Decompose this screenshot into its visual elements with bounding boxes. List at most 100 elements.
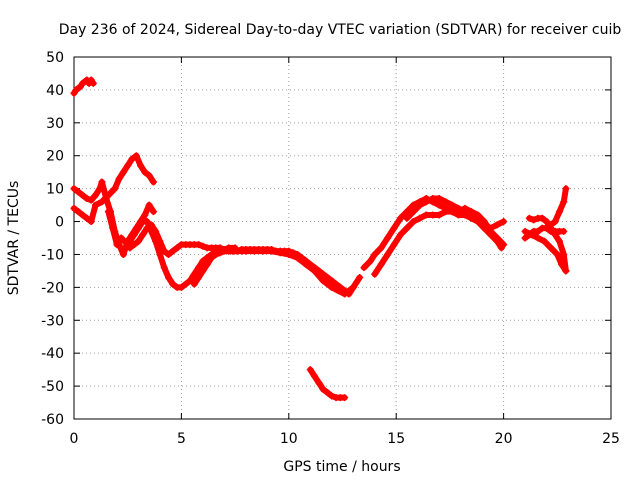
data-point [409,208,417,216]
data-point [422,211,430,219]
data-point [416,201,424,209]
data-point [429,211,437,219]
data-point [134,237,142,245]
data-point [323,273,331,281]
plot-frame [73,56,612,420]
data-point [530,216,538,224]
data-point [141,211,149,219]
data-point [152,227,160,235]
data-point [212,250,220,258]
data-point [315,379,323,387]
data-point [91,191,99,199]
data-point [562,267,570,275]
data-point [83,214,91,222]
data-point [128,155,136,163]
data-point [89,79,97,87]
data-point [259,247,267,255]
data-point [74,188,82,196]
data-point [555,208,563,216]
data-point [109,224,117,232]
data-point [126,244,134,252]
data-point [500,218,508,226]
data-point [149,208,157,216]
data-point [547,221,555,229]
data-point [377,260,385,268]
data-point [115,175,123,183]
y-tick-label: 50 [46,50,64,66]
data-point [293,254,301,262]
data-point [165,273,173,281]
data-point [165,250,173,258]
data-point [83,195,91,203]
data-point [442,198,450,206]
data-point [560,227,568,235]
data-point [328,283,336,291]
y-tick-label: -40 [41,346,64,362]
series-arc-1 [70,76,97,97]
data-point [104,208,112,216]
data-point [500,241,508,249]
data-point [521,234,529,242]
series-arc-10 [403,195,508,232]
data-point [119,168,127,176]
data-point [435,201,443,209]
data-point [377,244,385,252]
y-tick-label: -30 [41,313,64,329]
data-point [560,198,568,206]
data-point [74,208,82,216]
data-point [525,214,533,222]
data-point [182,280,190,288]
data-point [91,201,99,209]
data-point [534,227,542,235]
data-point [132,152,140,160]
data-point [562,185,570,193]
data-point [124,162,132,170]
data-point [87,196,95,204]
data-point [538,214,546,222]
x-tick-label: 15 [387,431,405,447]
data-point [442,208,450,216]
data-point [276,249,284,257]
data-point [558,260,566,268]
y-tick-label: -60 [41,412,64,428]
data-point [560,250,568,258]
data-point [403,224,411,232]
data-point [216,249,224,257]
series-arc-12 [525,214,570,275]
data-point [203,260,211,268]
data-point [143,218,151,226]
data-point [145,171,153,179]
series-segment [494,235,507,248]
data-point [341,394,349,402]
series-arc-6 [190,247,364,298]
data-point [311,372,319,380]
data-point [186,277,194,285]
data-point [461,208,469,216]
data-point [70,185,78,193]
data-point [534,234,542,242]
data-point [147,221,155,229]
data-point [117,234,125,242]
series-segment [350,274,363,291]
data-point [328,277,336,285]
data-point [409,218,417,226]
data-point [390,241,398,249]
x-tick-label: 10 [280,431,298,447]
data-point [173,244,181,252]
data-point [311,267,319,275]
data-point [199,257,207,265]
x-tick-label: 0 [70,431,79,447]
axis-ticks: -60 -50 -40 -30 -20 -10 0 10 20 30 40 50 0 5 10 15 20 25 [41,50,620,447]
data-point [384,234,392,242]
data-point [487,224,495,232]
data-point [113,241,121,249]
data-point [160,247,168,255]
data-point [145,201,153,209]
x-axis-label: GPS time / hours [283,459,400,475]
data-point [98,198,106,206]
data-point [403,214,411,222]
y-tick-label: 20 [46,149,64,165]
series-arc-3 [70,152,157,226]
data-point [435,211,443,219]
chart-title: Day 236 of 2024, Sidereal Day-to-day VTE… [59,22,622,38]
